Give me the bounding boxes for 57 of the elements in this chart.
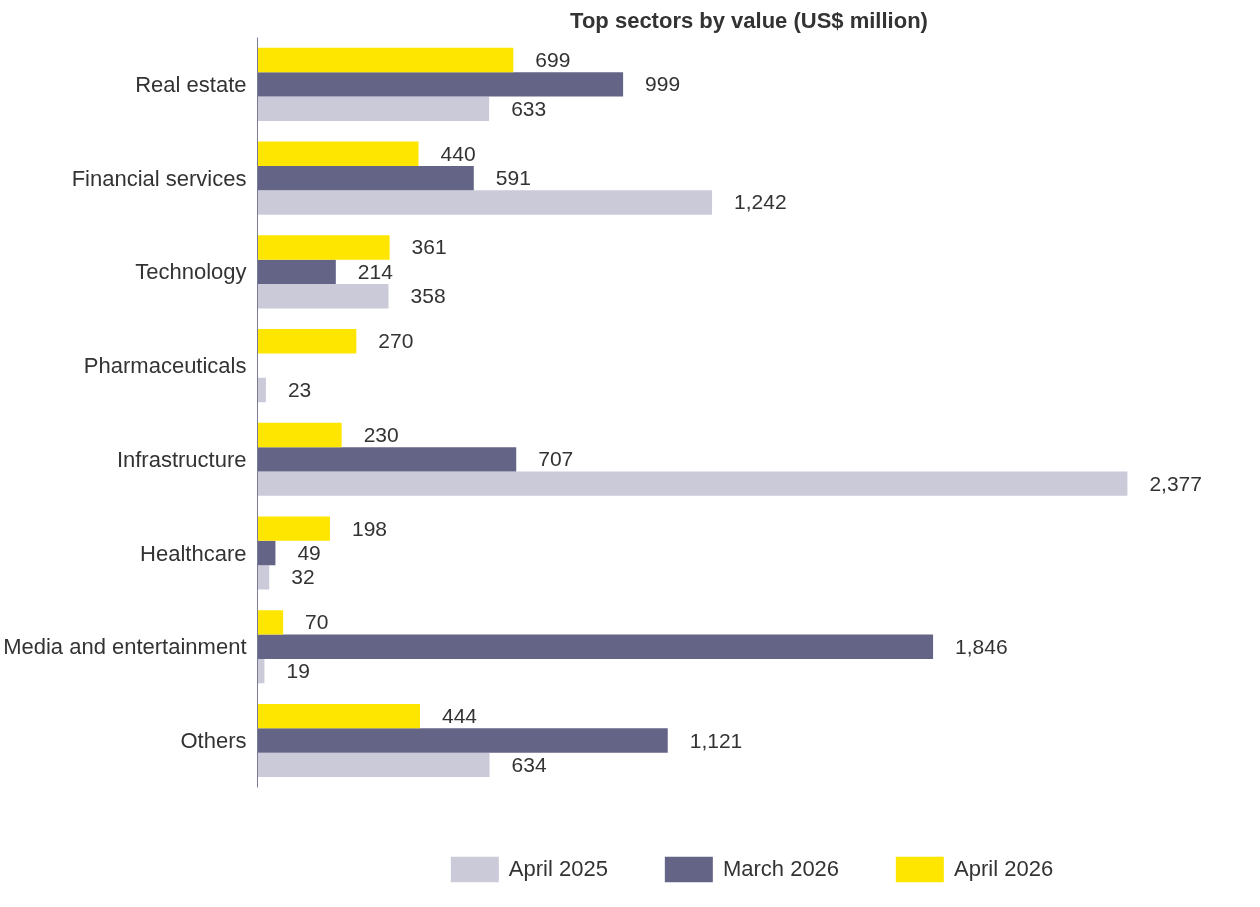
data-label: 1,121	[689, 728, 743, 752]
data-label: 444	[441, 704, 478, 728]
data-label: 707	[538, 447, 574, 471]
bar	[257, 422, 342, 448]
data-label: 19	[286, 659, 310, 683]
legend-label: April 2025	[508, 856, 608, 882]
data-label: 230	[363, 422, 399, 446]
bar	[257, 284, 389, 309]
y-tick-label: Financial services	[71, 165, 247, 191]
bar	[257, 377, 266, 403]
data-label: 23	[287, 377, 312, 401]
data-label: 633	[511, 96, 547, 120]
chart-title: Top sectors by value (US$ million)	[570, 7, 928, 33]
bar	[257, 516, 330, 541]
bar	[257, 752, 490, 778]
data-label: 361	[411, 235, 447, 259]
data-label: 1,242	[734, 190, 787, 214]
data-label: 270	[378, 329, 414, 353]
data-label: 699	[535, 48, 571, 71]
data-label: 198	[351, 516, 388, 540]
y-tick-label: Others	[180, 728, 247, 754]
bar	[257, 259, 336, 285]
bar	[257, 634, 934, 659]
data-label: 358	[410, 284, 446, 308]
legend-label: April 2026	[954, 856, 1054, 882]
data-label: 634	[511, 752, 547, 776]
bar	[257, 565, 270, 590]
bar	[257, 471, 1128, 496]
data-label: 32	[291, 565, 315, 589]
bar	[257, 610, 284, 635]
y-tick-label: Media and entertainment	[3, 634, 247, 660]
bar	[257, 329, 357, 354]
data-label: 2,377	[1149, 471, 1202, 495]
y-tick-label: Pharmaceuticals	[83, 353, 247, 379]
bar	[257, 728, 668, 753]
bar	[257, 190, 713, 215]
bar	[257, 47, 514, 73]
data-label: 49	[297, 541, 321, 565]
legend-label: March 2026	[722, 856, 840, 882]
bar	[257, 703, 420, 729]
data-label: 591	[495, 166, 531, 190]
bar	[257, 447, 517, 472]
bar	[257, 165, 474, 191]
bar	[257, 96, 490, 121]
bar	[257, 540, 276, 566]
y-tick-label: Infrastructure	[116, 446, 247, 472]
bar	[257, 141, 419, 166]
data-label: 440	[440, 141, 476, 165]
y-tick-label: Technology	[135, 259, 247, 285]
bar	[257, 72, 624, 97]
data-label: 214	[357, 259, 394, 283]
data-label: 1,846	[955, 634, 1008, 658]
bar	[257, 235, 390, 260]
data-label: 70	[305, 610, 329, 634]
data-label: 999	[645, 72, 681, 96]
y-tick-label: Healthcare	[140, 540, 247, 566]
y-tick-label: Real estate	[135, 71, 247, 97]
